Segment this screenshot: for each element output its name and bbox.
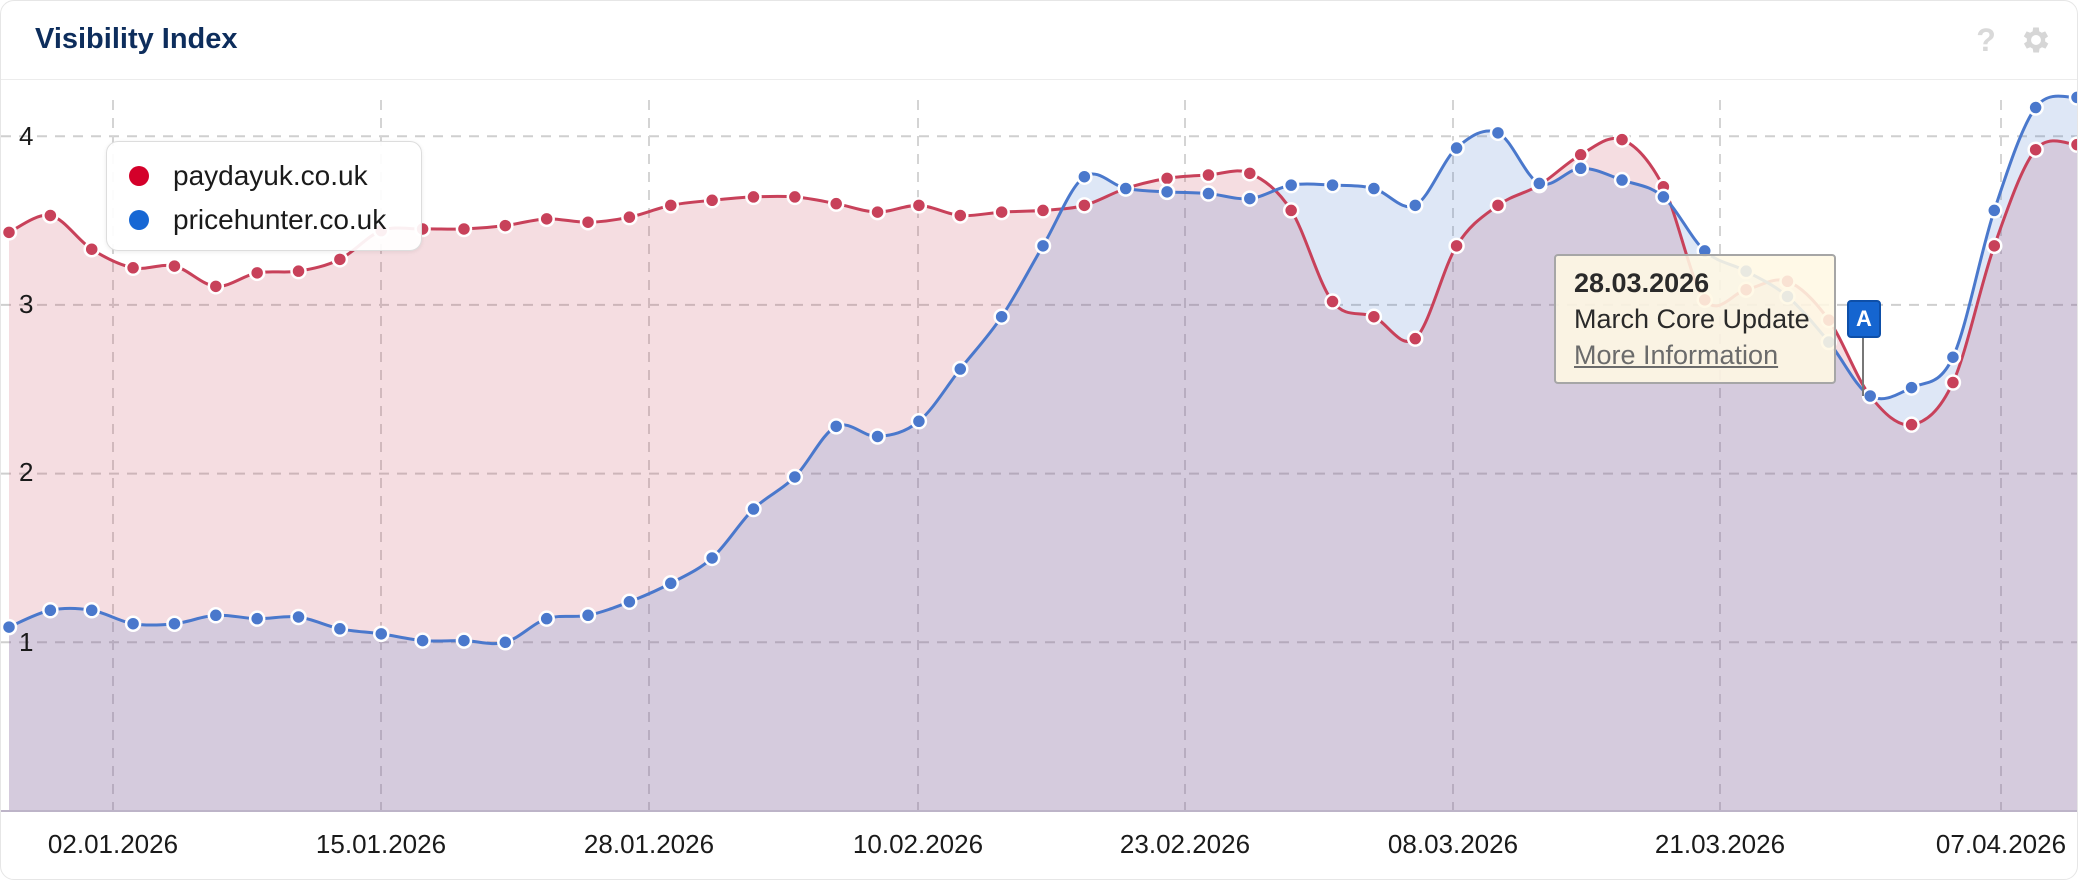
x-tick-label: 15.01.2026	[315, 829, 447, 859]
x-tick-label: 28.01.2026	[583, 829, 715, 859]
tooltip-date: 28.03.2026	[1574, 268, 1710, 298]
card-title: Visibility Index	[35, 23, 238, 55]
x-tick-label: 08.03.2026	[1387, 829, 1519, 859]
help-icon[interactable]: ?	[1976, 22, 1996, 58]
x-tick-label: 23.02.2026	[1119, 829, 1251, 859]
y-tick-label: 3	[19, 289, 34, 319]
x-tick-label: 07.04.2026	[1935, 829, 2067, 859]
event-tooltip: 28.03.2026 March Core Update More Inform…	[1554, 254, 1836, 384]
legend-item-paydayuk[interactable]: paydayuk.co.uk	[129, 156, 368, 196]
event-flag-marker[interactable]: A	[1847, 300, 1881, 338]
y-tick-label: 2	[19, 457, 34, 487]
y-tick-label: 4	[19, 121, 34, 151]
more-information-link[interactable]: More Information	[1574, 340, 1779, 370]
legend-label: pricehunter.co.uk	[173, 204, 387, 235]
legend-item-pricehunter[interactable]: pricehunter.co.uk	[129, 200, 386, 240]
gear-icon[interactable]	[2019, 23, 2053, 57]
y-tick-label: 1	[19, 627, 34, 657]
x-tick-label: 10.02.2026	[852, 829, 984, 859]
card-header: Visibility Index ?	[1, 1, 2077, 80]
chart-legend: paydayuk.co.uk pricehunter.co.uk	[106, 141, 422, 251]
tooltip-event-name: March Core Update	[1574, 304, 1810, 334]
legend-dot-icon	[129, 166, 149, 186]
legend-label: paydayuk.co.uk	[173, 160, 368, 191]
x-tick-label: 21.03.2026	[1654, 829, 1786, 859]
legend-dot-icon	[129, 210, 149, 230]
x-tick-label: 02.01.2026	[47, 829, 179, 859]
